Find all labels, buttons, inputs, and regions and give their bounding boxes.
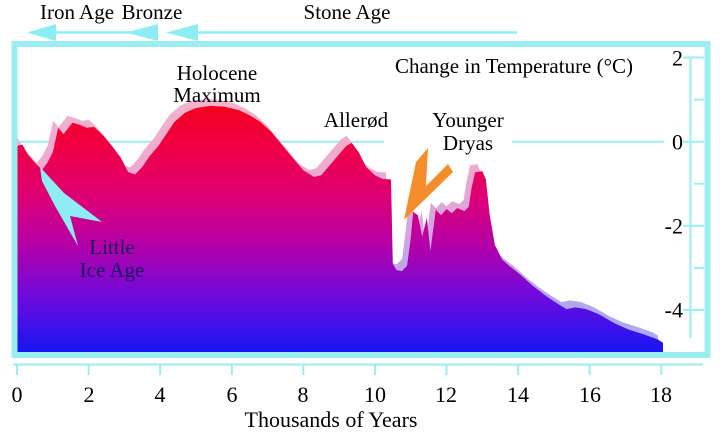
x-tick-label: 10	[364, 382, 386, 407]
x-tick-label: 6	[226, 382, 238, 407]
x-axis-ticks	[16, 364, 663, 375]
annotation-line: Younger	[432, 108, 504, 132]
iron-age-arrowhead-icon	[27, 24, 56, 41]
annotation-holocene-maximum: Holocene Maximum	[173, 62, 261, 106]
y-tick-label: -2	[664, 213, 683, 239]
younger-dryas-arrow-icon	[404, 148, 453, 220]
x-tick-label: 14	[507, 382, 529, 407]
era-label-bronze: Bronze	[121, 0, 183, 24]
temperature-area	[17, 105, 663, 352]
x-axis-title: Thousands of Years	[244, 407, 418, 432]
annotation-line: Ice Age	[79, 258, 145, 282]
x-tick-label: 2	[83, 382, 95, 407]
plot-frame	[11, 41, 711, 358]
stone-age-arrowhead-icon	[166, 24, 198, 41]
era-label-stone-age: Stone Age	[303, 0, 391, 24]
little-ice-age-arrow-icon	[40, 167, 102, 246]
x-tick-label: 4	[154, 382, 166, 407]
x-tick-label: 16	[579, 382, 601, 407]
annotation-line: Little	[89, 235, 135, 259]
x-axis	[13, 363, 703, 375]
annotation-line: Maximum	[173, 83, 261, 108]
annotation-line: Allerød	[323, 108, 389, 132]
y-axis-ticks	[683, 56, 704, 311]
bronze-age-arrowhead-icon	[126, 24, 158, 41]
y-axis	[683, 56, 704, 338]
x-tick-label: 0	[11, 382, 23, 407]
era-label-iron-age: Iron Age	[39, 0, 115, 24]
era-arrow-bar	[27, 24, 517, 41]
x-tick-label: 18	[650, 382, 672, 407]
annotation-younger-dryas: Younger Dryas	[432, 109, 503, 155]
annotation-allerod: Allerød	[324, 109, 388, 131]
annotation-line: Holocene	[176, 61, 258, 85]
y-tick-label: 2	[672, 45, 683, 71]
annotation-line: Dryas	[442, 131, 494, 155]
annotation-little-ice-age: Little Ice Age	[80, 236, 145, 282]
x-tick-label: 8	[297, 382, 309, 407]
chart-title: Change in Temperature (°C)	[394, 54, 634, 78]
x-tick-label: 12	[435, 382, 457, 407]
y-tick-label: -4	[664, 297, 683, 323]
y-tick-label: 0	[672, 129, 683, 155]
